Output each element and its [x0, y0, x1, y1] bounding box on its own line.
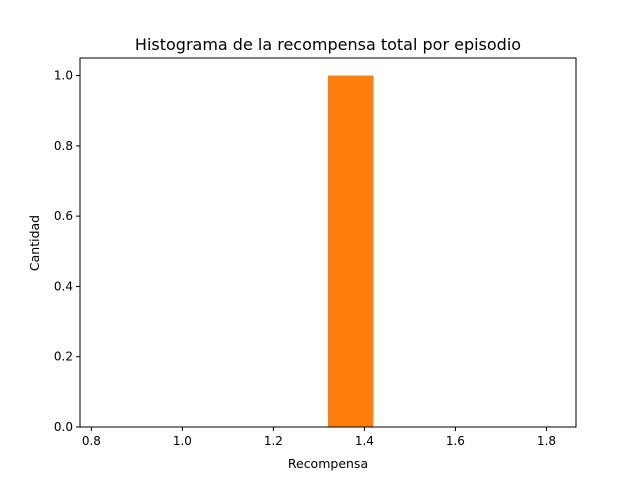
x-tick-label: 0.8 [82, 434, 101, 448]
y-tick-label: 0.6 [54, 209, 73, 223]
x-tick-label: 1.6 [446, 434, 465, 448]
y-tick-label: 0.0 [54, 420, 73, 434]
x-axis-label: Recompensa [288, 456, 368, 471]
x-axis-ticks: 0.8 1.0 1.2 1.4 1.6 1.8 [82, 427, 556, 448]
x-tick-label: 1.8 [537, 434, 556, 448]
y-axis-label: Cantidad [27, 215, 42, 271]
x-tick-label: 1.0 [173, 434, 192, 448]
x-tick-label: 1.2 [264, 434, 283, 448]
chart-title: Histograma de la recompensa total por ep… [135, 35, 521, 54]
plot-frame [79, 57, 577, 428]
y-tick-label: 0.8 [54, 139, 73, 153]
bars-group [328, 75, 374, 428]
y-tick-label: 0.4 [54, 279, 73, 293]
histogram-bar [328, 75, 374, 428]
y-tick-label: 0.2 [54, 350, 73, 364]
x-tick-label: 1.4 [355, 434, 374, 448]
y-axis-ticks: 0.0 0.2 0.4 0.6 0.8 1.0 [54, 69, 80, 434]
y-tick-label: 1.0 [54, 69, 73, 83]
